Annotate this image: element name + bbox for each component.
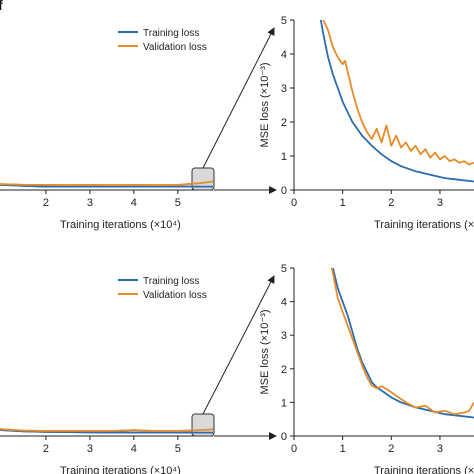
training-loss-line bbox=[319, 19, 474, 183]
x-tick-label: 5 bbox=[175, 197, 181, 209]
x-tick-label: 3 bbox=[87, 197, 93, 209]
legend-label: Validation loss bbox=[143, 290, 207, 301]
x-tick-label: 2 bbox=[43, 443, 49, 455]
x-tick-label: 3 bbox=[437, 197, 443, 209]
x-tick-label: 5 bbox=[175, 443, 181, 455]
y-tick-label: 5 bbox=[281, 15, 287, 27]
validation-loss-line-zoomed bbox=[0, 180, 213, 187]
panel-bottom-right: 0 1 2 3 0 1 2 3 4 5 Training iterations (×10 MSE lo… bbox=[259, 263, 474, 474]
validation-loss-line-zoomed bbox=[0, 428, 213, 432]
panel-top-left: 2 3 4 5 Training iterations (×10⁴) Training l… bbox=[0, 28, 215, 231]
panel-top-right: 0 1 2 3 0 1 2 3 4 5 Training iterations (×10 MSE lo… bbox=[259, 15, 474, 231]
zoom-connectors bbox=[202, 27, 277, 440]
y-tick-label: 4 bbox=[281, 297, 287, 309]
y-tick-label: 2 bbox=[281, 364, 287, 376]
validation-loss-line bbox=[322, 19, 474, 166]
x-axis-label: Training iterations (×10⁴) bbox=[60, 465, 181, 474]
x-tick-label: 4 bbox=[131, 443, 137, 455]
x-tick-label: 3 bbox=[437, 443, 443, 455]
y-tick-label: 1 bbox=[281, 397, 287, 409]
x-tick-label: 0 bbox=[291, 443, 297, 455]
y-tick-label: 3 bbox=[281, 330, 287, 342]
legend-label: Training loss bbox=[143, 28, 199, 39]
panel-bottom-left: 2 3 4 5 Training iterations (×10⁴) Training l… bbox=[0, 276, 215, 474]
legend-label: Validation loss bbox=[143, 42, 207, 53]
panel-marker: f bbox=[0, 0, 3, 13]
x-tick-label: 2 bbox=[43, 197, 49, 209]
y-tick-label: 3 bbox=[281, 83, 287, 95]
legend: Training loss Validation loss bbox=[118, 276, 207, 301]
y-tick-label: 1 bbox=[281, 151, 287, 163]
y-axis-label: MSE loss (×10⁻³) bbox=[259, 63, 271, 148]
x-axis-label: Training iterations (×10 bbox=[374, 219, 474, 231]
zoom-arrow-upper bbox=[202, 275, 275, 415]
training-loss-line-zoomed bbox=[0, 183, 213, 188]
y-tick-label: 5 bbox=[281, 263, 287, 275]
x-tick-label: 0 bbox=[291, 197, 297, 209]
y-tick-label: 0 bbox=[281, 431, 287, 443]
y-tick-label: 4 bbox=[281, 49, 287, 61]
x-tick-label: 2 bbox=[388, 197, 394, 209]
y-axis-label: MSE loss (×10⁻³) bbox=[259, 310, 271, 395]
y-tick-label: 2 bbox=[281, 117, 287, 129]
zoom-arrow-upper bbox=[202, 27, 275, 169]
x-tick-label: 1 bbox=[340, 197, 346, 209]
validation-loss-line bbox=[331, 267, 474, 416]
x-tick-label: 3 bbox=[87, 443, 93, 455]
x-axis-label: Training iterations (×10⁴) bbox=[60, 219, 181, 231]
y-tick-label: 0 bbox=[281, 185, 287, 197]
legend-label: Training loss bbox=[143, 276, 199, 287]
training-loss-line-zoomed bbox=[0, 428, 213, 434]
x-axis-label: Training iterations (×10 bbox=[374, 465, 474, 474]
x-tick-label: 2 bbox=[388, 443, 394, 455]
x-tick-label: 1 bbox=[340, 443, 346, 455]
legend: Training loss Validation loss bbox=[118, 28, 207, 53]
x-tick-label: 4 bbox=[131, 197, 137, 209]
